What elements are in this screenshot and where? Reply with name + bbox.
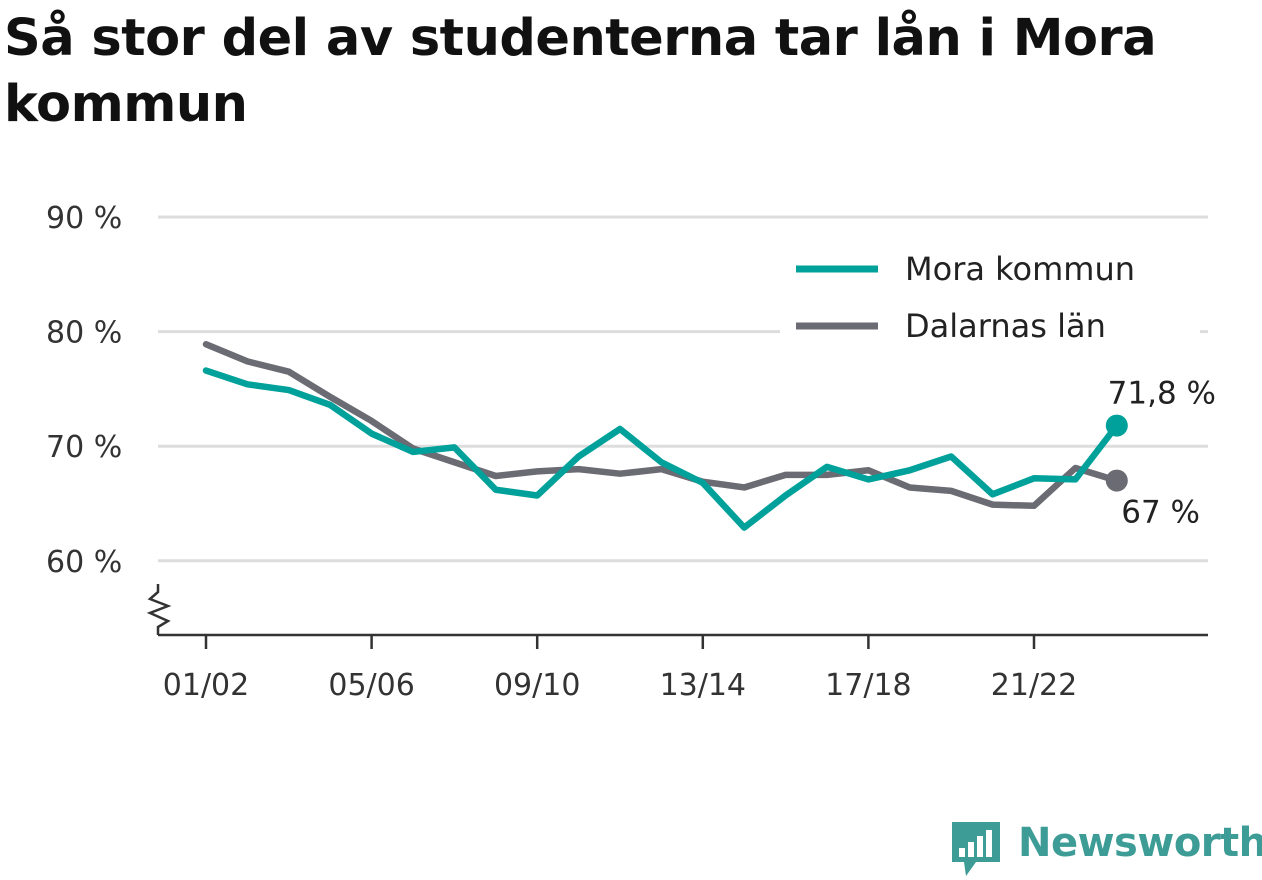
x-axis: 01/02 05/06 09/10 13/14 17/18 21/22 [146, 584, 1208, 703]
chart-title: Så stor del av studenterna tar lån i Mor… [4, 9, 1157, 134]
end-label: 71,8 % [1108, 376, 1216, 412]
x-tick-label: 01/02 [163, 668, 249, 703]
y-tick-label: 80 % [46, 316, 122, 351]
x-tick-label: 21/22 [991, 668, 1077, 703]
x-tick-label: 17/18 [825, 668, 911, 703]
x-tick-label: 05/06 [328, 668, 414, 703]
y-tick-label: 60 % [46, 545, 122, 580]
series-endpoint [1105, 414, 1128, 437]
legend-background [780, 240, 1200, 358]
y-axis-ticks: 90 % 80 % 70 % 60 % [46, 201, 122, 580]
brand-name: Newsworthy [1018, 820, 1262, 866]
legend: Mora kommun Dalarnas län [780, 240, 1200, 358]
legend-label: Dalarnas län [905, 307, 1106, 345]
end-label: 67 % [1121, 495, 1200, 531]
axis-break-icon [146, 584, 172, 635]
series-endpoint [1105, 469, 1128, 492]
y-tick-label: 70 % [46, 430, 122, 465]
newsworthy-logo-icon [952, 822, 1000, 876]
series-lines [202, 340, 1128, 531]
series-line [202, 340, 1121, 510]
end-labels: 71,8 % 67 % [1108, 376, 1216, 531]
x-tick-label: 13/14 [660, 668, 746, 703]
y-tick-label: 90 % [46, 201, 122, 236]
x-tick-label: 09/10 [494, 668, 580, 703]
legend-label: Mora kommun [905, 250, 1135, 288]
series-line [202, 367, 1121, 531]
